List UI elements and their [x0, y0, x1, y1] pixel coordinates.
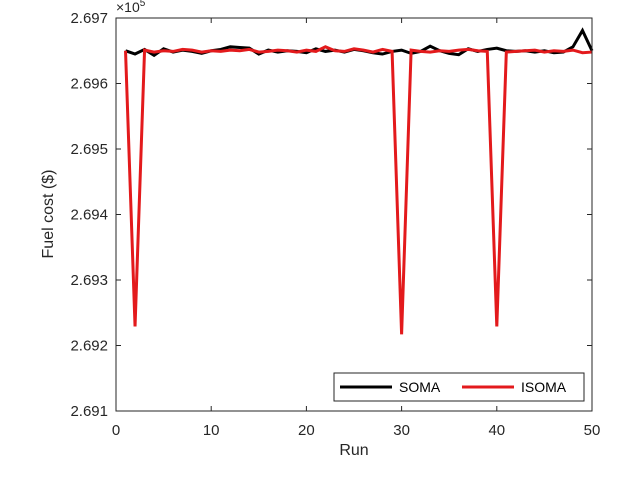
x-tick-label: 0	[112, 422, 120, 439]
y-tick-label: 2.694	[70, 207, 108, 224]
legend-label-isoma: ISOMA	[521, 379, 567, 395]
y-tick-label: 2.696	[70, 76, 108, 93]
plot-frame	[115, 17, 593, 412]
x-tick-label: 30	[393, 422, 410, 439]
y-tick-label: 2.692	[70, 338, 108, 355]
x-axis-label: Run	[339, 442, 368, 459]
x-axis-ticks: 0 10 20 30 40 50	[112, 18, 601, 439]
y-axis-ticks: 2.691 2.692 2.693 2.694 2.695 2.696 2.697	[70, 10, 592, 420]
y-tick-label: 2.697	[70, 10, 108, 27]
y-axis-label: Fuel cost ($)	[40, 170, 57, 259]
y-tick-label: 2.691	[70, 403, 108, 420]
series-lines	[124, 27, 594, 335]
legend: SOMA ISOMA	[333, 372, 585, 402]
series-line-isoma	[124, 45, 593, 335]
plot-area	[116, 18, 592, 411]
y-tick-label: 2.693	[70, 272, 108, 289]
y-axis-exponent: ×105	[116, 0, 146, 15]
x-tick-label: 50	[584, 422, 601, 439]
legend-label-soma: SOMA	[399, 379, 441, 395]
x-tick-label: 20	[298, 422, 315, 439]
y-tick-label: 2.695	[70, 141, 108, 158]
x-tick-label: 10	[203, 422, 220, 439]
x-tick-label: 40	[488, 422, 505, 439]
